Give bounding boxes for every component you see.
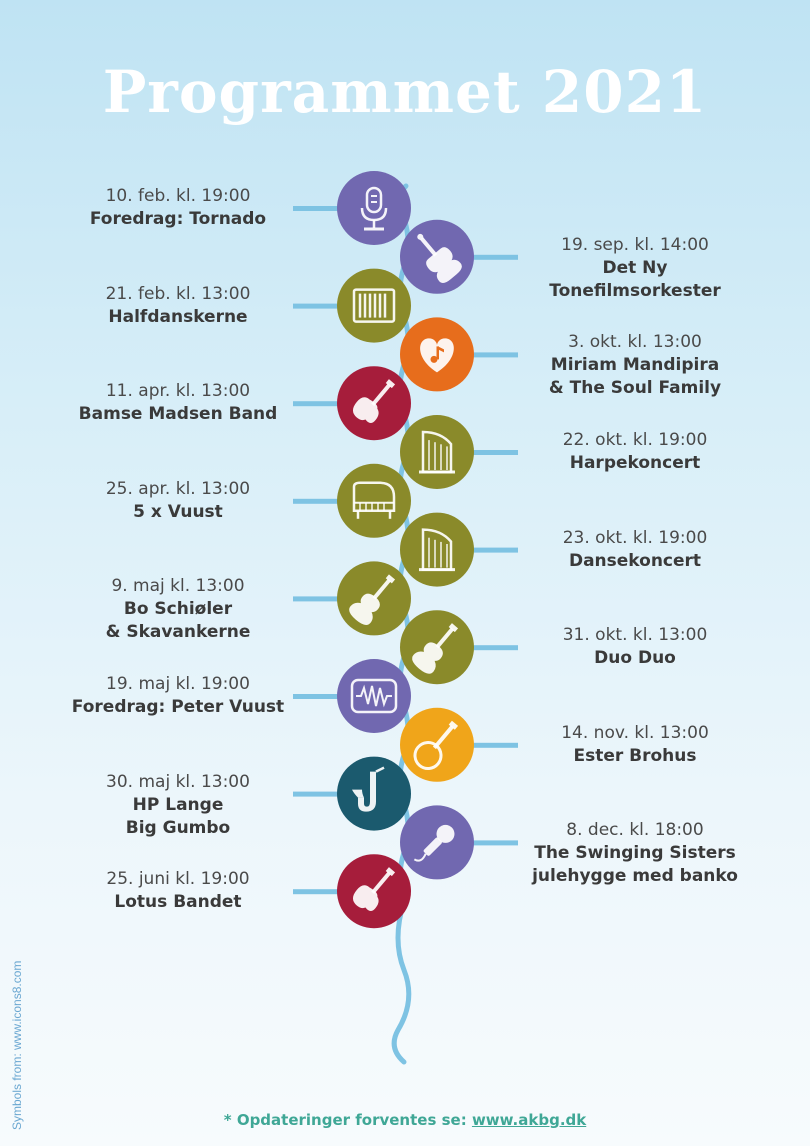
acoustic-guitar-icon	[349, 574, 396, 625]
event-item: 3. okt. kl. 13:00 Miriam Mandipira & The …	[485, 330, 785, 400]
page-title: Programmet 2021	[102, 58, 708, 126]
event-badge	[337, 561, 411, 636]
acoustic-guitar-icon	[412, 623, 459, 674]
event-item: 25. apr. kl. 13:00 5 x Vuust	[28, 477, 328, 524]
event-name: Duo Duo	[594, 648, 676, 669]
event-badge	[400, 219, 474, 294]
event-badge	[337, 171, 411, 245]
event-connector	[293, 206, 354, 211]
event-connector	[457, 840, 518, 846]
event-badge	[337, 268, 411, 343]
event-item: 22. okt. kl. 19:00 Harpekoncert	[485, 428, 785, 475]
handheld-microphone-icon	[413, 824, 455, 862]
event-name: Det Ny Tonefilmsorkester	[549, 257, 721, 301]
event-item: 10. feb. kl. 19:00 Foredrag: Tornado	[28, 184, 328, 231]
accordion-icon	[352, 288, 396, 323]
event-date: 25. apr. kl. 13:00	[105, 478, 251, 499]
event-name: Dansekoncert	[568, 550, 702, 571]
event-item: 8. dec. kl. 18:00 The Swinging Sisters ju…	[485, 818, 785, 888]
event-name: Ester Brohus	[573, 745, 697, 766]
harp-icon	[419, 528, 455, 572]
event-connector	[293, 791, 354, 797]
event-date: 14. nov. kl. 13:00	[561, 722, 709, 743]
event-badge	[337, 659, 411, 733]
event-date: 19. maj kl. 19:00	[106, 674, 250, 694]
violin-icon	[417, 233, 462, 284]
event-item: 25. juni kl. 19:00 Lotus Bandet	[28, 867, 328, 914]
event-date: 23. okt. kl. 19:00	[562, 527, 708, 548]
event-connector	[457, 547, 518, 553]
event-item: 14. nov. kl. 13:00 Ester Brohus	[485, 721, 785, 768]
event-name: Bo Schiøler & Skavankerne	[105, 599, 251, 643]
heart-music-icon	[420, 338, 454, 373]
event-connector	[293, 694, 354, 699]
event-badge	[400, 415, 474, 489]
event-badge	[400, 805, 474, 880]
footer-note: * Opdateringer forventes se: www.akbg.dk	[0, 1111, 810, 1129]
event-date: 21. feb. kl. 13:00	[105, 283, 251, 304]
microphone-icon	[360, 186, 388, 231]
event-date: 9. maj kl. 13:00	[111, 576, 245, 597]
event-badge	[337, 854, 411, 929]
event-badge	[400, 317, 474, 392]
footer-link[interactable]: www.akbg.dk	[471, 1111, 587, 1129]
event-name: Miriam Mandipira & The Soul Family	[548, 355, 722, 399]
event-date: 8. dec. kl. 18:00	[566, 820, 704, 841]
event-connector	[457, 450, 518, 455]
event-name: 5 x Vuust	[133, 501, 223, 522]
event-date: 25. juni kl. 19:00	[106, 869, 250, 890]
event-connector	[293, 498, 354, 504]
event-date: 19. sep. kl. 14:00	[561, 234, 709, 255]
event-item: 19. sep. kl. 14:00 Det Ny Tonefilmsorkest…	[485, 233, 785, 303]
event-name: The Swinging Sisters julehygge med banko	[532, 843, 738, 887]
event-date: 3. okt. kl. 13:00	[568, 332, 702, 353]
event-item: 11. apr. kl. 13:00 Bamse Madsen Band	[28, 379, 328, 426]
event-date: 10. feb. kl. 19:00	[105, 186, 251, 206]
event-name: Harpekoncert	[569, 453, 701, 473]
event-connector	[457, 742, 518, 748]
event-name: Lotus Bandet	[114, 892, 242, 913]
event-connector	[293, 889, 354, 895]
saxophone-icon	[352, 766, 385, 812]
electric-guitar-icon	[352, 379, 396, 424]
event-date: 31. okt. kl. 13:00	[562, 625, 708, 646]
event-item: 23. okt. kl. 19:00 Dansekoncert	[485, 526, 785, 573]
event-connector	[457, 645, 518, 651]
event-name: Foredrag: Peter Vuust	[71, 697, 285, 717]
event-date: 22. okt. kl. 19:00	[562, 430, 708, 450]
event-connector	[293, 303, 354, 309]
event-connector	[457, 254, 518, 260]
event-item: 19. maj kl. 19:00 Foredrag: Peter Vuust	[28, 672, 328, 719]
event-connector	[457, 352, 518, 358]
event-badge	[400, 610, 474, 685]
event-item: 21. feb. kl. 13:00 Halfdanskerne	[28, 282, 328, 329]
harp-icon	[419, 430, 455, 474]
event-badge	[400, 512, 474, 587]
event-date: 11. apr. kl. 13:00	[105, 381, 251, 402]
event-badge	[337, 756, 411, 831]
event-name: Foredrag: Tornado	[89, 209, 267, 229]
banjo-icon	[413, 720, 459, 771]
event-item: 9. maj kl. 13:00 Bo Schiøler & Skavankern…	[28, 574, 328, 644]
event-date: 30. maj kl. 13:00	[106, 771, 250, 792]
event-name: HP Lange Big Gumbo	[125, 794, 231, 838]
event-name: Bamse Madsen Band	[78, 404, 278, 425]
electric-guitar-icon	[352, 867, 396, 912]
icon-credit: Symbols from: www.icons8.com	[10, 960, 24, 1130]
sound-wave-icon	[350, 678, 398, 714]
event-badge	[337, 463, 411, 538]
event-item: 30. maj kl. 13:00 HP Lange Big Gumbo	[28, 770, 328, 840]
event-connector	[293, 596, 354, 602]
event-badge	[400, 707, 474, 782]
piano-icon	[352, 481, 396, 519]
event-badge	[337, 366, 411, 441]
event-name: Halfdanskerne	[108, 306, 248, 327]
footer-prefix: * Opdateringer forventes se:	[223, 1111, 472, 1129]
event-item: 31. okt. kl. 13:00 Duo Duo	[485, 623, 785, 670]
event-connector	[293, 401, 354, 407]
